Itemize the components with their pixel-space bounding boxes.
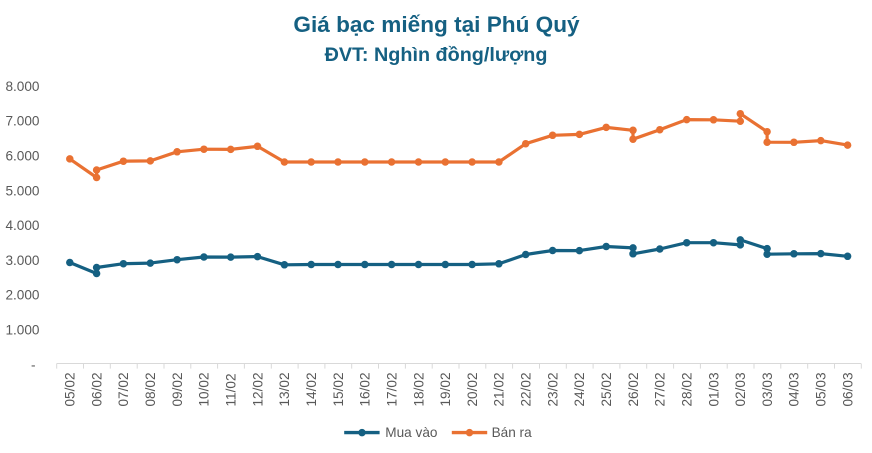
svg-text:21/02: 21/02 xyxy=(492,372,507,406)
svg-text:04/03: 04/03 xyxy=(787,372,802,406)
svg-text:1.000: 1.000 xyxy=(5,323,39,338)
svg-text:20/02: 20/02 xyxy=(465,372,480,406)
svg-text:02/03: 02/03 xyxy=(733,372,748,406)
svg-text:27/02: 27/02 xyxy=(653,372,668,406)
svg-text:05/02: 05/02 xyxy=(63,372,78,406)
svg-text:Bán ra: Bán ra xyxy=(492,425,532,440)
svg-text:25/02: 25/02 xyxy=(599,372,614,406)
svg-text:06/02: 06/02 xyxy=(89,372,104,406)
svg-text:08/02: 08/02 xyxy=(143,372,158,406)
svg-text:26/02: 26/02 xyxy=(626,372,641,406)
svg-text:12/02: 12/02 xyxy=(250,372,265,406)
svg-text:Mua vào: Mua vào xyxy=(385,425,437,440)
svg-text:3.000: 3.000 xyxy=(5,253,39,268)
svg-text:4.000: 4.000 xyxy=(5,218,39,233)
svg-text:23/02: 23/02 xyxy=(545,372,560,406)
svg-text:28/02: 28/02 xyxy=(680,372,695,406)
svg-text:17/02: 17/02 xyxy=(384,372,399,406)
svg-text:24/02: 24/02 xyxy=(572,372,587,406)
svg-text:13/02: 13/02 xyxy=(277,372,292,406)
svg-text:07/02: 07/02 xyxy=(116,372,131,406)
svg-text:8.000: 8.000 xyxy=(5,79,39,94)
svg-text:14/02: 14/02 xyxy=(304,372,319,406)
svg-text:09/02: 09/02 xyxy=(170,372,185,406)
svg-text:06/03: 06/03 xyxy=(840,372,855,406)
svg-text:19/02: 19/02 xyxy=(438,372,453,406)
svg-text:11/02: 11/02 xyxy=(224,373,239,406)
svg-text:10/02: 10/02 xyxy=(197,372,212,406)
svg-text:6.000: 6.000 xyxy=(5,149,39,164)
svg-text:2.000: 2.000 xyxy=(5,288,39,303)
svg-text:7.000: 7.000 xyxy=(5,114,39,129)
svg-text:15/02: 15/02 xyxy=(331,372,346,406)
svg-text:-: - xyxy=(31,357,36,372)
svg-text:16/02: 16/02 xyxy=(358,372,373,406)
svg-text:5.000: 5.000 xyxy=(5,183,39,198)
svg-text:22/02: 22/02 xyxy=(519,372,534,406)
svg-text:01/03: 01/03 xyxy=(706,372,721,406)
svg-text:ĐVT: Nghìn đồng/lượng: ĐVT: Nghìn đồng/lượng xyxy=(325,44,548,66)
svg-text:Giá bạc miếng tại Phú Quý: Giá bạc miếng tại Phú Quý xyxy=(293,12,580,37)
svg-text:05/03: 05/03 xyxy=(814,372,829,406)
svg-text:03/03: 03/03 xyxy=(760,372,775,406)
svg-text:18/02: 18/02 xyxy=(411,372,426,406)
